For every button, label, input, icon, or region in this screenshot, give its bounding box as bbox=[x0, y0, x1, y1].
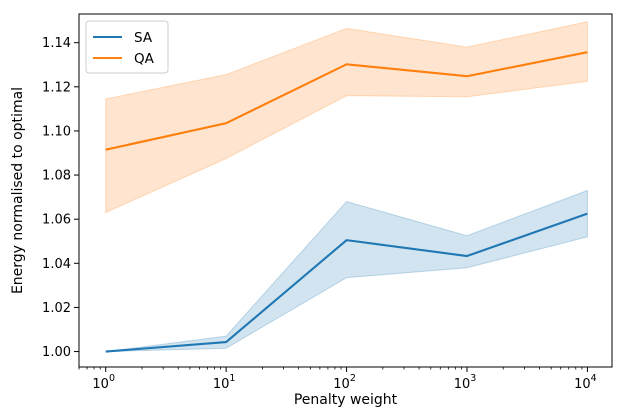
plot-frame bbox=[78, 13, 613, 368]
y-tick-label: 1.02 bbox=[42, 301, 71, 316]
series-line-qa bbox=[105, 51, 588, 151]
y-tick-label: 1.08 bbox=[42, 169, 71, 184]
series-line-sa bbox=[105, 212, 588, 353]
x-tick-label: 101 bbox=[213, 373, 236, 392]
band-qa bbox=[105, 21, 588, 214]
x-tick-label: 102 bbox=[333, 373, 356, 392]
legend-label-qa: QA bbox=[134, 51, 155, 67]
series-lines bbox=[105, 51, 588, 353]
legend: SA QA bbox=[85, 20, 169, 74]
confidence-bands bbox=[105, 21, 588, 353]
legend-box bbox=[85, 20, 169, 74]
y-tick-label: 1.14 bbox=[42, 36, 71, 51]
y-axis-label: Energy normalised to optimal bbox=[10, 87, 26, 294]
y-tick-label: 1.00 bbox=[42, 345, 71, 360]
band-sa bbox=[105, 189, 588, 353]
x-axis-label: Penalty weight bbox=[294, 392, 398, 408]
y-tick-label: 1.06 bbox=[42, 213, 71, 228]
x-axis-ticks: 100 101 102 103 104 bbox=[78, 367, 597, 392]
x-tick-label: 104 bbox=[574, 373, 597, 392]
x-tick-label: 103 bbox=[454, 373, 477, 392]
y-tick-label: 1.04 bbox=[42, 257, 71, 272]
x-tick-label: 100 bbox=[92, 373, 115, 392]
legend-label-sa: SA bbox=[134, 30, 153, 46]
y-tick-label: 1.12 bbox=[42, 80, 71, 95]
y-axis-ticks: 1.00 1.02 1.04 1.06 1.08 1.10 1.12 1.14 bbox=[42, 36, 79, 360]
y-tick-label: 1.10 bbox=[42, 124, 71, 139]
